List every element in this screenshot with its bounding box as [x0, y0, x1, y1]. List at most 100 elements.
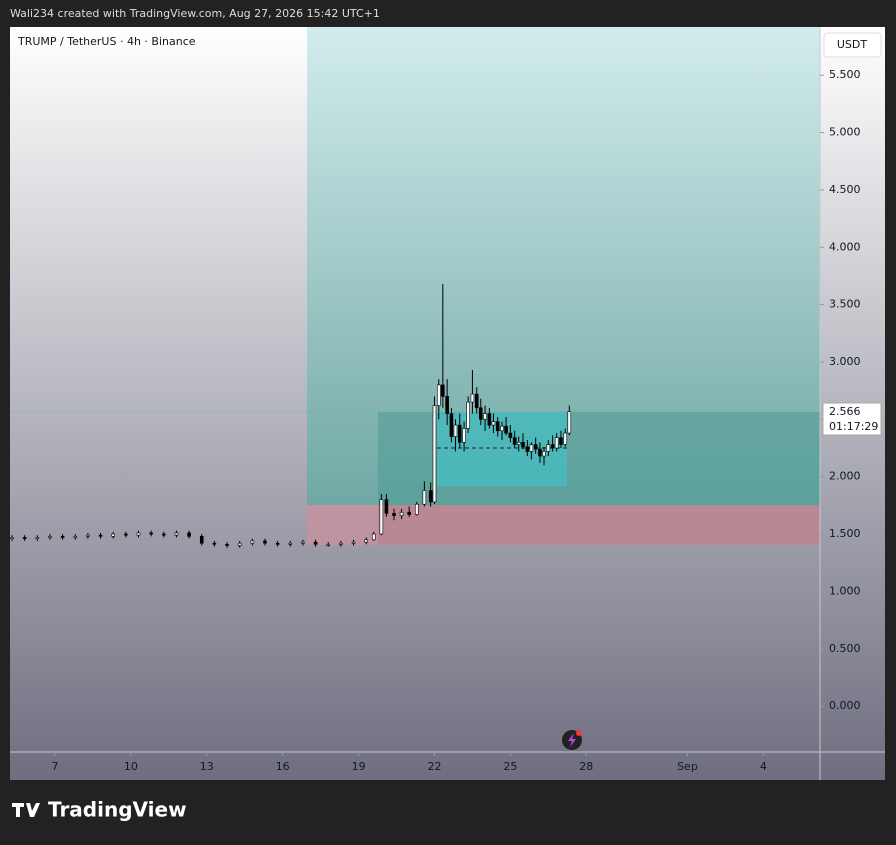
candle-body	[351, 541, 356, 544]
countdown: 01:17:29	[829, 420, 878, 433]
candle-body	[399, 511, 404, 516]
candle-body	[546, 444, 551, 452]
candle-body	[487, 413, 492, 426]
candle-body	[48, 536, 52, 538]
candle-body	[364, 539, 368, 543]
candle-body	[212, 542, 217, 545]
candle-body	[339, 542, 343, 545]
candle-body	[414, 503, 419, 515]
event-bolt	[568, 733, 576, 747]
candle-body	[462, 428, 466, 443]
candle-body	[457, 424, 462, 443]
y-tick-label: 4.000	[829, 240, 861, 253]
symbol-title: TRUMP / TetherUS · 4h · Binance	[17, 35, 196, 48]
candle-body	[504, 425, 508, 434]
candle-body	[521, 441, 525, 448]
candle-body	[432, 405, 437, 503]
logo-text: TradingView	[48, 798, 187, 822]
candle-body	[445, 396, 449, 414]
candle-body	[500, 425, 504, 432]
header-text: Wali234 created with TradingView.com, Au…	[10, 7, 380, 20]
candle-body	[237, 542, 242, 546]
candle-body	[73, 536, 78, 538]
x-tick-label: 25	[503, 760, 517, 773]
candle-body	[174, 532, 179, 536]
candle-body	[98, 534, 103, 537]
x-tick-label: 4	[760, 760, 767, 773]
x-tick-label: 19	[352, 760, 366, 773]
x-tick-label: 28	[579, 760, 593, 773]
y-tick-label: 1.500	[829, 527, 861, 540]
candle-body	[35, 537, 40, 539]
y-tick-label: 5.000	[829, 126, 861, 139]
x-tick-label: 16	[276, 760, 290, 773]
candle-body	[441, 384, 445, 397]
candle-body	[525, 446, 530, 452]
candle-body	[225, 544, 229, 546]
y-tick-label: 5.500	[829, 68, 861, 81]
candle-body	[559, 437, 563, 445]
currency-box[interactable]	[823, 32, 882, 58]
candle-body	[250, 540, 255, 544]
event-dot	[576, 730, 582, 736]
candle-body	[124, 533, 128, 536]
x-tick-label: 13	[200, 760, 214, 773]
currency[interactable]: USDT	[837, 38, 868, 51]
stop-zone	[307, 505, 820, 545]
candle-body	[533, 444, 538, 450]
candle-body	[453, 424, 458, 437]
candle-body	[162, 533, 166, 536]
candle-body	[149, 532, 153, 535]
candle-body	[538, 448, 542, 457]
candle-body	[563, 432, 568, 445]
candle-body	[436, 384, 441, 406]
candle-body	[478, 407, 483, 420]
y-tick-label: 4.500	[829, 183, 861, 196]
logo-icon	[12, 803, 40, 817]
candle-body	[86, 534, 90, 537]
stop-zone-inner	[378, 505, 820, 545]
candle-body	[384, 499, 389, 514]
candle-body	[275, 542, 280, 545]
candle-body	[483, 413, 487, 420]
candle-body	[10, 537, 14, 539]
y-tick-label: 0.000	[829, 699, 861, 712]
candle-body	[263, 540, 267, 544]
candle-body	[449, 413, 454, 437]
y-tick-label: 2.000	[829, 470, 861, 483]
candle-body	[512, 437, 517, 445]
candle-body	[491, 421, 496, 426]
marks: 0.0000.5001.0001.5002.0002.5003.0003.500…	[10, 68, 861, 773]
candle-body	[22, 537, 27, 539]
candle-body	[187, 532, 191, 537]
last-price-box	[822, 402, 882, 436]
candle-body	[301, 541, 305, 544]
candle-body	[508, 432, 513, 438]
x-tick-label: 7	[52, 760, 59, 773]
candle-body	[111, 533, 116, 537]
y-tick-label: 0.500	[829, 642, 861, 655]
y-tick-label: 1.000	[829, 584, 861, 597]
candle-body	[313, 541, 318, 545]
candle-body	[542, 451, 546, 457]
y-tick-label: 3.500	[829, 298, 861, 311]
y-tick-label: 3.000	[829, 355, 861, 368]
candle-body	[466, 401, 470, 429]
last-price: 2.566	[829, 405, 861, 418]
candle-body	[136, 532, 141, 536]
x-tick-label: 10	[124, 760, 138, 773]
candle-body	[495, 421, 500, 432]
candle-body	[554, 437, 559, 449]
x-tick-label: 22	[427, 760, 441, 773]
candle-body	[529, 444, 534, 452]
candle-body	[474, 393, 479, 409]
candle-body	[60, 536, 65, 538]
candle-body	[422, 490, 427, 505]
candle-body	[199, 536, 204, 544]
candle-body	[407, 511, 411, 515]
candle-body	[326, 544, 331, 546]
candle-body	[371, 533, 376, 541]
candle-body	[288, 542, 293, 545]
x-tick-label: Sep	[677, 760, 698, 773]
